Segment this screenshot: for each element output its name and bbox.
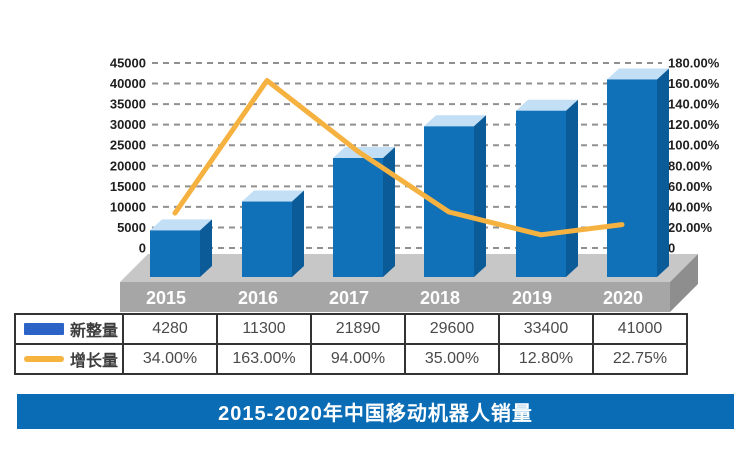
svg-text:35000: 35000: [110, 97, 146, 112]
bar-series-swatch-icon: [23, 323, 64, 335]
svg-text:20.00%: 20.00%: [668, 220, 713, 235]
svg-text:140.00%: 140.00%: [668, 97, 720, 112]
table-cell: 35.00%: [404, 343, 500, 375]
table-cell: 4280: [122, 313, 218, 345]
svg-text:25000: 25000: [110, 138, 146, 153]
svg-text:2017: 2017: [329, 288, 369, 308]
table-cell: 163.00%: [216, 343, 312, 375]
bar-front-face: [242, 201, 292, 277]
table-row: 新整量 4280 11300 21890 29600 33400 41000: [14, 313, 688, 345]
svg-text:2015: 2015: [146, 288, 186, 308]
bar-side-face: [383, 147, 395, 277]
svg-text:40000: 40000: [110, 76, 146, 91]
category-year-labels: 2015 2016 2017 2018 2019 2020: [146, 288, 643, 308]
svg-text:2018: 2018: [420, 288, 460, 308]
bar-side-face: [566, 99, 578, 277]
legend-cell: 新整量: [14, 313, 124, 345]
right-axis-labels: 180.00% 160.00% 140.00% 120.00% 100.00% 80.00…: [668, 56, 720, 256]
bar-side-face: [657, 68, 669, 277]
bar-side-face: [474, 115, 486, 277]
svg-text:45000: 45000: [110, 56, 146, 71]
svg-text:160.00%: 160.00%: [668, 76, 720, 91]
svg-text:80.00%: 80.00%: [668, 158, 713, 173]
table-cell: 33400: [498, 313, 594, 345]
bar-top-face: [607, 68, 669, 80]
table-row: 增长量 34.00% 163.00% 94.00% 35.00% 12.80% 22.75%: [14, 343, 688, 375]
table-cell: 94.00%: [310, 343, 406, 375]
svg-text:30000: 30000: [110, 117, 146, 132]
svg-text:100.00%: 100.00%: [668, 138, 720, 153]
bar-front-face: [516, 110, 566, 277]
legend-cell: 增长量: [14, 343, 124, 375]
bar-front-face: [607, 79, 657, 277]
data-table: 新整量 4280 11300 21890 29600 33400 41000 增长量 34.00…: [14, 313, 688, 375]
legend-label: 增长量: [69, 353, 118, 370]
left-axis-labels: 45000 40000 35000 30000 25000 20000 15000 10000…: [110, 56, 146, 256]
bar-top-face: [150, 219, 212, 231]
title-banner: 2015-2020年中国移动机器人销量: [17, 394, 734, 429]
sales-bars: [150, 68, 669, 277]
table-cell: 11300: [216, 313, 312, 345]
bar-top-face: [516, 99, 578, 111]
svg-text:60.00%: 60.00%: [668, 179, 713, 194]
svg-text:40.00%: 40.00%: [668, 199, 713, 214]
svg-text:180.00%: 180.00%: [668, 56, 720, 71]
bar-side-face: [200, 219, 212, 277]
line-series-swatch-icon: [23, 356, 64, 362]
table-cell: 21890: [310, 313, 406, 345]
table-cell: 22.75%: [592, 343, 688, 375]
table-cell: 12.80%: [498, 343, 594, 375]
table-cell: 41000: [592, 313, 688, 345]
svg-text:10000: 10000: [110, 199, 146, 214]
growth-rate-line: [172, 78, 625, 238]
table-cell: 34.00%: [122, 343, 218, 375]
bar-top-face: [242, 190, 304, 202]
svg-text:15000: 15000: [110, 179, 146, 194]
svg-text:0: 0: [668, 241, 675, 256]
legend-label: 新整量: [69, 323, 118, 340]
combo-chart: 45000 40000 35000 30000 25000 20000 15000 10000…: [110, 56, 720, 312]
svg-text:0: 0: [139, 241, 146, 256]
bar-front-face: [150, 230, 200, 277]
bar-top-face: [424, 115, 486, 127]
chart-title: 2015-2020年中国移动机器人销量: [218, 403, 533, 425]
bar-side-face: [292, 190, 304, 277]
bar-front-face: [333, 158, 383, 277]
svg-text:120.00%: 120.00%: [668, 117, 720, 132]
svg-text:20000: 20000: [110, 158, 146, 173]
table-cell: 29600: [404, 313, 500, 345]
svg-text:2020: 2020: [603, 288, 643, 308]
svg-text:5000: 5000: [117, 220, 146, 235]
gridlines: [152, 62, 662, 249]
svg-text:2016: 2016: [238, 288, 278, 308]
svg-text:2019: 2019: [512, 288, 552, 308]
